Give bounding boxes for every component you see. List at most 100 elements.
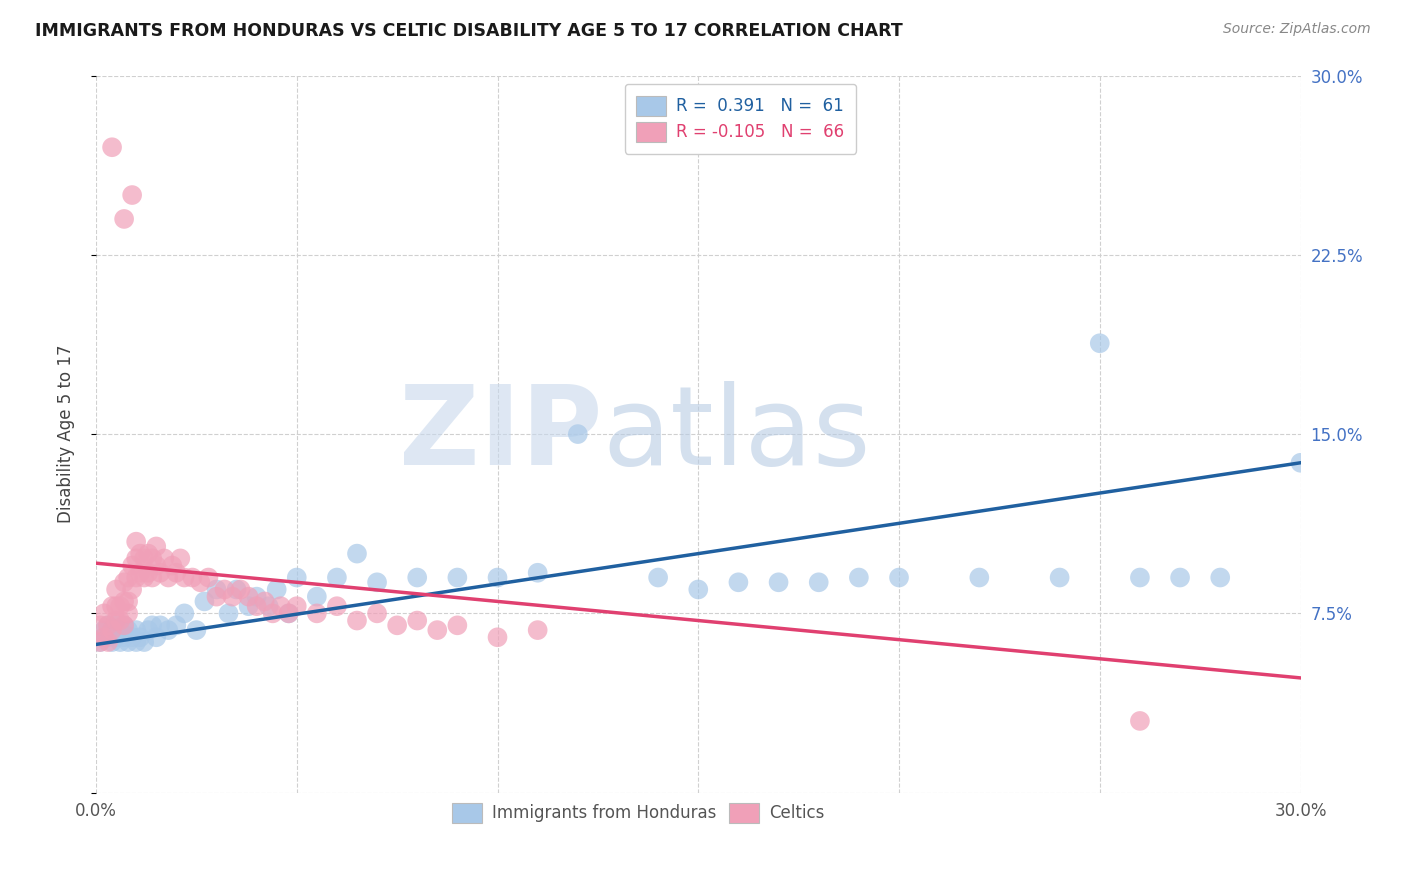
Point [385, 618, 408, 632]
Point [277, 607, 299, 621]
Y-axis label: Disability Age 5 to 17: Disability Age 5 to 17 [58, 345, 75, 524]
Point [253, 594, 276, 608]
Point [214, 582, 236, 597]
Point [266, 582, 288, 597]
Point [1129, 570, 1152, 584]
Point [101, 635, 124, 649]
Point [101, 140, 124, 154]
Point [193, 594, 215, 608]
Point [346, 547, 368, 561]
Point [97, 618, 120, 632]
Point [89, 635, 111, 649]
Point [688, 582, 710, 597]
Point [173, 607, 195, 621]
Point [136, 566, 159, 580]
Point [141, 570, 163, 584]
Point [157, 623, 180, 637]
Point [165, 618, 187, 632]
Point [134, 635, 156, 649]
Point [112, 575, 135, 590]
Point [121, 188, 143, 202]
Point [647, 570, 669, 584]
Point [129, 630, 152, 644]
Point [446, 570, 468, 584]
Point [225, 582, 247, 597]
Point [125, 551, 148, 566]
Point [129, 566, 152, 580]
Point [97, 618, 120, 632]
Point [134, 551, 156, 566]
Point [89, 635, 111, 649]
Point [117, 635, 139, 649]
Point [112, 630, 135, 644]
Point [346, 614, 368, 628]
Point [406, 570, 429, 584]
Point [141, 618, 163, 632]
Point [125, 623, 148, 637]
Point [117, 594, 139, 608]
Point [406, 614, 429, 628]
Point [277, 607, 299, 621]
Point [93, 630, 115, 644]
Point [101, 623, 124, 637]
Point [121, 582, 143, 597]
Point [153, 551, 176, 566]
Point [112, 618, 135, 632]
Point [149, 618, 172, 632]
Point [1049, 570, 1071, 584]
Point [112, 618, 135, 632]
Point [366, 575, 388, 590]
Point [108, 614, 131, 628]
Point [145, 630, 167, 644]
Point [186, 623, 208, 637]
Point [136, 623, 159, 637]
Point [1088, 336, 1111, 351]
Point [93, 607, 115, 621]
Point [285, 599, 308, 614]
Point [1129, 714, 1152, 728]
Point [848, 570, 870, 584]
Text: atlas: atlas [602, 381, 870, 488]
Point [181, 570, 204, 584]
Point [93, 630, 115, 644]
Point [125, 570, 148, 584]
Point [97, 635, 120, 649]
Point [125, 534, 148, 549]
Point [157, 570, 180, 584]
Point [108, 635, 131, 649]
Point [125, 635, 148, 649]
Point [136, 547, 159, 561]
Point [101, 623, 124, 637]
Point [526, 566, 548, 580]
Point [205, 582, 228, 597]
Point [121, 558, 143, 573]
Point [768, 575, 790, 590]
Point [221, 590, 243, 604]
Point [197, 570, 219, 584]
Point [169, 551, 191, 566]
Point [305, 590, 328, 604]
Point [117, 570, 139, 584]
Point [108, 599, 131, 614]
Point [887, 570, 910, 584]
Point [165, 566, 187, 580]
Point [97, 630, 120, 644]
Point [145, 540, 167, 554]
Point [486, 570, 509, 584]
Point [105, 618, 128, 632]
Point [218, 607, 240, 621]
Point [134, 570, 156, 584]
Point [270, 599, 292, 614]
Point [326, 599, 349, 614]
Point [257, 599, 280, 614]
Point [173, 570, 195, 584]
Point [205, 590, 228, 604]
Point [246, 590, 269, 604]
Point [89, 618, 111, 632]
Point [366, 607, 388, 621]
Point [149, 566, 172, 580]
Point [426, 623, 449, 637]
Point [108, 623, 131, 637]
Point [229, 582, 252, 597]
Point [1289, 456, 1312, 470]
